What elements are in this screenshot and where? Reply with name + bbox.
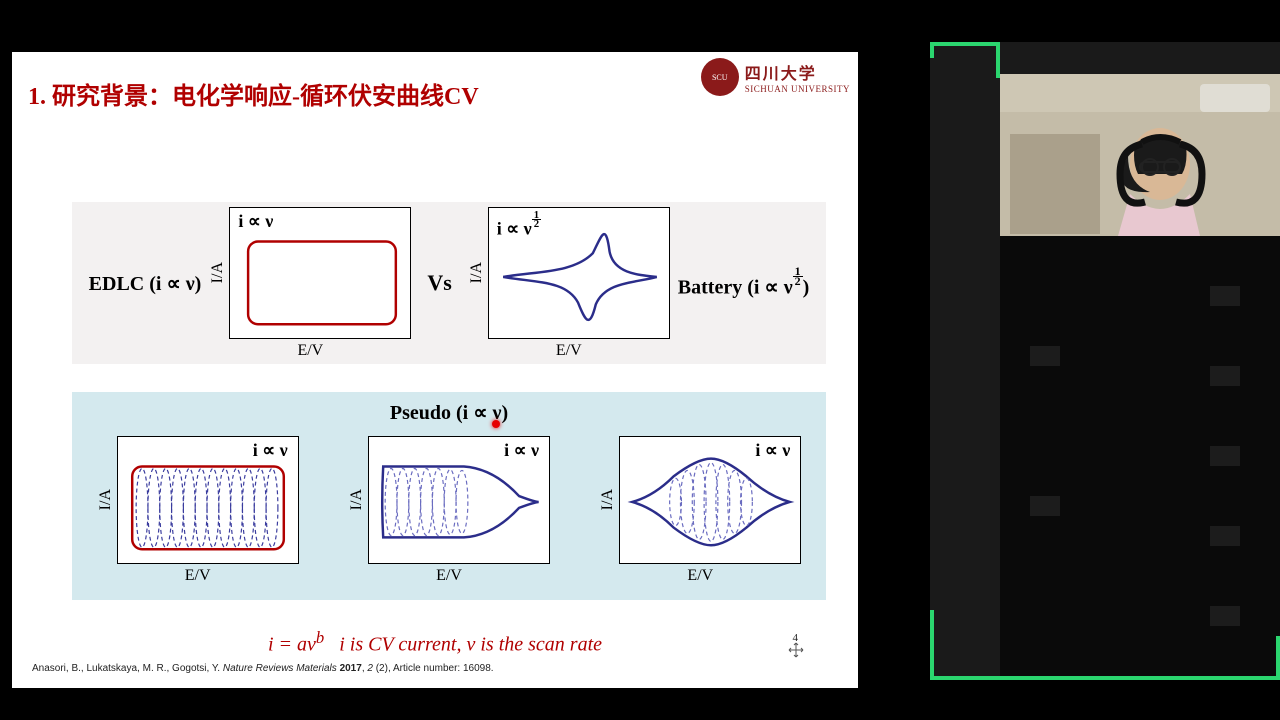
presentation-slide: SCU 四川大学 SICHUAN UNIVERSITY 1. 研究背景：电化学响…	[12, 52, 858, 688]
battery-cv-curve-icon	[489, 208, 669, 338]
x-axis-label: E/V	[436, 567, 462, 585]
pseudo-cv-curve-1-icon	[118, 437, 298, 563]
webcam-dark-area	[1000, 236, 1280, 680]
logo-cn-text: 四川大学	[745, 60, 850, 84]
edlc-chart: I/A i ∝ ν E/V	[209, 207, 411, 360]
y-axis-label: I/A	[97, 489, 115, 510]
university-logo: SCU 四川大学 SICHUAN UNIVERSITY	[701, 58, 850, 96]
x-axis-label: E/V	[687, 567, 713, 585]
edlc-label: EDLC (i ∝ ν)	[89, 271, 202, 296]
x-axis-label: E/V	[556, 342, 582, 360]
vs-label: Vs	[427, 270, 451, 296]
y-axis-label: I/A	[599, 489, 617, 510]
webcam-panel	[930, 42, 1280, 680]
laser-pointer-icon	[492, 420, 500, 428]
top-comparison-panel: EDLC (i ∝ ν) I/A i ∝ ν E/V Vs I/A i ∝ ν1…	[72, 202, 826, 364]
y-axis-label: I/A	[348, 489, 366, 510]
page-number: 4	[793, 632, 799, 644]
move-cursor-icon	[788, 642, 804, 663]
pseudo-chart-2: I/A i ∝ ν E/V	[348, 436, 550, 585]
y-axis-label: I/A	[468, 262, 486, 283]
x-axis-label: E/V	[185, 567, 211, 585]
y-axis-label: I/A	[209, 262, 227, 283]
pseudo-chart-1: I/A i ∝ ν	[97, 436, 299, 585]
pseudo-chart-3: I/A i ∝ ν E/V	[599, 436, 801, 585]
x-axis-label: E/V	[297, 342, 323, 360]
frame-border-icon	[930, 610, 1000, 680]
equation-text: i = aνb i is CV current, ν is the scan r…	[12, 628, 858, 657]
battery-chart: I/A i ∝ ν12 E/V	[468, 207, 670, 360]
frame-border-icon	[930, 42, 1000, 78]
pseudo-cv-curve-2-icon	[369, 437, 549, 563]
presenter-video	[1000, 74, 1280, 236]
pseudo-panel: Pseudo (i ∝ ν) I/A i ∝ ν	[72, 392, 826, 600]
logo-en-text: SICHUAN UNIVERSITY	[745, 84, 850, 94]
edlc-cv-curve-icon	[230, 208, 410, 338]
battery-label: Battery (i ∝ ν12)	[678, 267, 810, 299]
pseudo-title: Pseudo (i ∝ ν)	[72, 400, 826, 425]
citation-text: Anasori, B., Lukatskaya, M. R., Gogotsi,…	[32, 663, 494, 674]
frame-border-icon	[1276, 636, 1280, 680]
logo-emblem-icon: SCU	[701, 58, 739, 96]
pseudo-cv-curve-3-icon	[620, 437, 800, 563]
